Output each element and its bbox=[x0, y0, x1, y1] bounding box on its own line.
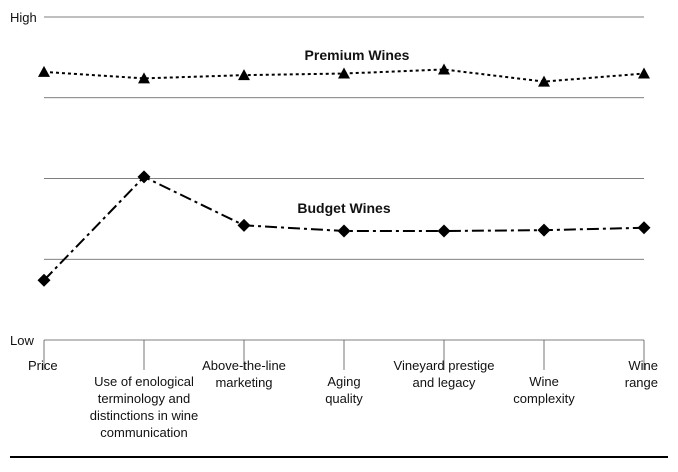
x-tick-label: Vineyard prestige and legacy bbox=[394, 358, 495, 390]
data-point-diamond bbox=[637, 221, 651, 235]
data-point-diamond bbox=[237, 218, 251, 232]
data-point-diamond bbox=[537, 223, 551, 237]
x-tick-label: Price bbox=[28, 358, 58, 373]
data-point-diamond bbox=[37, 273, 51, 287]
x-tick-label: Wine range bbox=[625, 358, 658, 390]
series-label-premium: Premium Wines bbox=[305, 47, 410, 63]
x-tick-labels: Price Use of enological terminology and dis… bbox=[28, 358, 658, 440]
data-point-diamond bbox=[337, 224, 351, 238]
data-point-triangle bbox=[538, 75, 550, 87]
data-point-triangle bbox=[438, 63, 450, 75]
series-label-budget: Budget Wines bbox=[297, 200, 390, 216]
data-point-triangle bbox=[638, 67, 650, 79]
data-point-triangle bbox=[38, 65, 50, 77]
x-tick-label: Use of enological terminology and distinct… bbox=[90, 374, 198, 440]
x-axis bbox=[43, 339, 645, 370]
x-tick-label: Wine complexity bbox=[513, 374, 575, 406]
x-tick-label: Aging quality bbox=[325, 374, 363, 406]
series-group bbox=[37, 63, 651, 287]
data-point-diamond bbox=[137, 170, 151, 184]
y-tick-label-high: High bbox=[10, 10, 37, 25]
data-point-triangle bbox=[238, 69, 250, 81]
x-tick-label: Above-the-line marketing bbox=[202, 358, 286, 390]
data-point-diamond bbox=[437, 224, 451, 238]
y-tick-label-low: Low bbox=[10, 333, 34, 348]
data-point-triangle bbox=[138, 72, 150, 84]
data-point-triangle bbox=[338, 67, 350, 79]
